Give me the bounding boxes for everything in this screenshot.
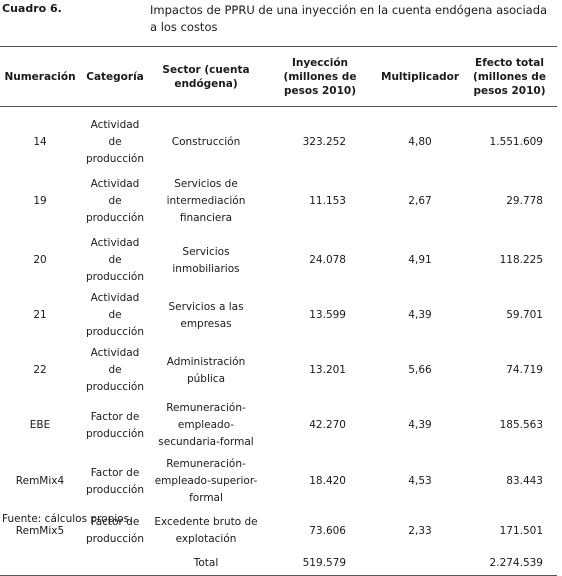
table-cell: 11.153 [309,195,346,207]
column-header: Numeración [4,70,76,83]
table-cell: Actividad de producción [85,178,145,224]
column-header: Sector (cuenta endógena) [162,63,250,90]
table-cell: 14 [33,136,47,148]
table-cell: 4,39 [408,419,432,431]
table-cell: 118.225 [499,254,543,266]
table-cell: 42.270 [309,419,346,431]
column-header: Inyección (millones de pesos 2010) [283,56,357,97]
table-cell: Actividad de producción [85,347,145,393]
header-row: Numeración Categoría Sector (cuenta endóge… [0,46,557,107]
table-row: 22 Actividad de producción Administración … [0,343,557,398]
table-cell: 4,91 [408,254,432,266]
table-cell: 21 [33,309,47,321]
table-cell: 13.201 [309,364,346,376]
table-cell: RemMix4 [15,475,65,487]
table-cell: Remuneración-empleado-superior-formal [154,458,258,504]
table-cell: Actividad de producción [85,119,145,165]
table-cell: EBE [29,419,51,431]
table-cell [80,552,150,575]
table-cell: 20 [33,254,47,266]
data-table: Numeración Categoría Sector (cuenta endóge… [0,46,557,576]
table-cell: Administración pública [166,355,246,385]
table-row: 14 Actividad de producción Construcción 323… [0,107,557,171]
table-cell: 185.563 [499,419,543,431]
table-cell: Actividad de producción [85,237,145,283]
table-cell: Factor de producción [85,410,145,440]
table-row: RemMix4 Factor de producción Remuneración-… [0,453,557,510]
column-header: Efecto total (millones de pesos 2010) [473,56,546,97]
column-header: Categoría [86,70,144,83]
table-cell: 4,39 [408,309,432,321]
table-cell: 18.420 [309,475,346,487]
table-cell: 5,66 [408,364,432,376]
table-cell: Factor de producción [85,466,145,496]
table-cell: 73.606 [309,524,346,537]
table-cell: 83.443 [506,475,543,487]
table-cell: 323.252 [302,136,346,148]
table-cell: 19 [33,195,47,207]
table-row: 21 Actividad de producción Servicios a las… [0,288,557,343]
table-cell [378,552,462,575]
table-cell: 2,33 [408,524,432,537]
table-row: 20 Actividad de producción Servicios inmob… [0,233,557,288]
table-cell: 24.078 [309,254,346,266]
table-row: 19 Actividad de producción Servicios de in… [0,170,557,233]
column-header: Multiplicador [381,70,460,83]
source-note: Fuente: cálculos propios. [2,513,133,525]
table-cell: 74.719 [506,364,543,376]
total-label: Total [193,556,219,569]
table-cell: 4,80 [408,136,432,148]
total-cell: 2.274.539 [489,556,543,569]
table-cell: 4,53 [408,475,432,487]
table-cell: Excedente bruto de explotación [154,516,258,545]
table-cell: 2,67 [408,195,432,207]
table-cell [0,552,80,575]
table-cell: 59.701 [506,309,543,321]
total-row: Total 519.579 2.274.539 [0,552,557,575]
table-cell: 171.501 [499,524,543,537]
table-cell: 1.551.609 [489,136,543,148]
table-cell: Actividad de producción [85,292,145,338]
table-label: Cuadro 6. [2,2,62,15]
table-cell: 29.778 [506,195,543,207]
table-cell: Construcción [171,136,241,148]
table-cell: Servicios de intermediación financiera [166,178,246,224]
table-cell: Servicios inmobiliarios [172,245,240,275]
table-cell: Remuneración-empleado-secundaria-formal [158,402,254,448]
table-row: EBE Factor de producción Remuneración-empl… [0,398,557,453]
table-cell: 22 [33,364,47,376]
table-cell: Servicios a las empresas [168,300,244,330]
total-cell: 519.579 [302,556,346,569]
table-title: Impactos de PPRU de una inyección en la … [150,3,548,34]
table-cell: 13.599 [309,309,346,321]
